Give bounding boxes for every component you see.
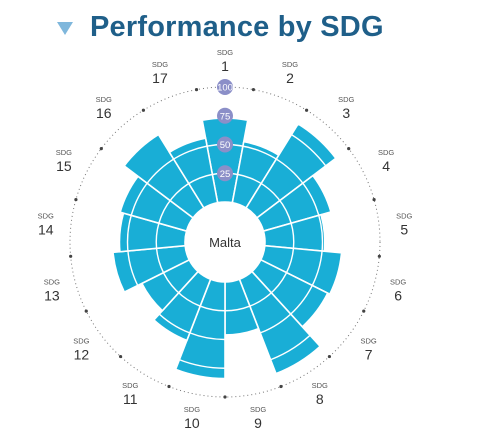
ring-tick: [377, 254, 381, 258]
category-number: 10: [184, 415, 200, 431]
scale-tick-label: 75: [220, 111, 231, 122]
ring-tick: [141, 108, 146, 112]
category-number: 1: [221, 58, 229, 74]
scale-tick-label: 100: [217, 83, 233, 94]
category-number: 2: [286, 70, 294, 86]
outer-ring: [69, 86, 381, 398]
center-label: Malta: [209, 235, 242, 250]
ring-tick: [347, 146, 351, 151]
ring-tick: [251, 88, 256, 92]
ring-tick: [99, 146, 103, 151]
category-prefix: SDG: [396, 211, 412, 220]
category-number: 11: [123, 391, 138, 407]
category-prefix: SDG: [312, 381, 328, 390]
ring-tick: [223, 395, 227, 399]
category-number: 3: [342, 105, 350, 121]
category-number: 8: [316, 391, 324, 407]
ring-tick: [362, 309, 366, 313]
category-prefix: SDG: [282, 60, 298, 69]
ring-tick: [194, 88, 199, 92]
category-number: 16: [96, 105, 112, 121]
scale-badge: [217, 79, 233, 95]
ring-tick: [372, 197, 376, 202]
category-prefix: SDG: [152, 60, 168, 69]
category-number: 4: [382, 158, 390, 174]
category-prefix: SDG: [122, 381, 138, 390]
ring-tick: [279, 384, 283, 389]
category-prefix: SDG: [73, 336, 89, 345]
scale-tick-label: 25: [220, 169, 231, 180]
category-number: 5: [400, 221, 408, 237]
ring-tick: [84, 309, 88, 313]
category-number: 12: [74, 346, 90, 362]
triangle-down-icon[interactable]: [57, 22, 73, 35]
category-number: 14: [38, 221, 54, 237]
category-number: 7: [365, 346, 373, 362]
scale-badge: [217, 136, 233, 153]
category-prefix: SDG: [250, 405, 266, 414]
ring-tick: [118, 354, 123, 359]
ring-tick: [74, 197, 78, 202]
ring-tick: [167, 384, 171, 389]
category-prefix: SDG: [217, 48, 233, 57]
category-number: 9: [254, 415, 262, 431]
category-prefix: SDG: [44, 277, 60, 286]
category-number: 13: [44, 287, 60, 303]
scale-badge: [217, 165, 233, 182]
category-prefix: SDG: [378, 148, 394, 157]
scale-badge: [217, 107, 233, 124]
scale-tick-label: 50: [220, 140, 231, 151]
section-header: Performance by SDG: [0, 0, 502, 62]
ring-tick: [69, 254, 73, 258]
category-prefix: SDG: [184, 405, 200, 414]
category-prefix: SDG: [56, 148, 72, 157]
category-number: 15: [56, 158, 72, 174]
center-hole: [185, 202, 265, 282]
page-title: Performance by SDG: [90, 11, 384, 43]
category-prefix: SDG: [96, 95, 112, 104]
ring-tick: [327, 354, 332, 359]
category-prefix: SDG: [338, 95, 354, 104]
category-number: 6: [394, 287, 402, 303]
ring-tick: [304, 108, 309, 112]
category-number: 17: [152, 70, 168, 86]
category-prefix: SDG: [361, 336, 377, 345]
category-prefix: SDG: [38, 211, 54, 220]
category-prefix: SDG: [390, 277, 406, 286]
